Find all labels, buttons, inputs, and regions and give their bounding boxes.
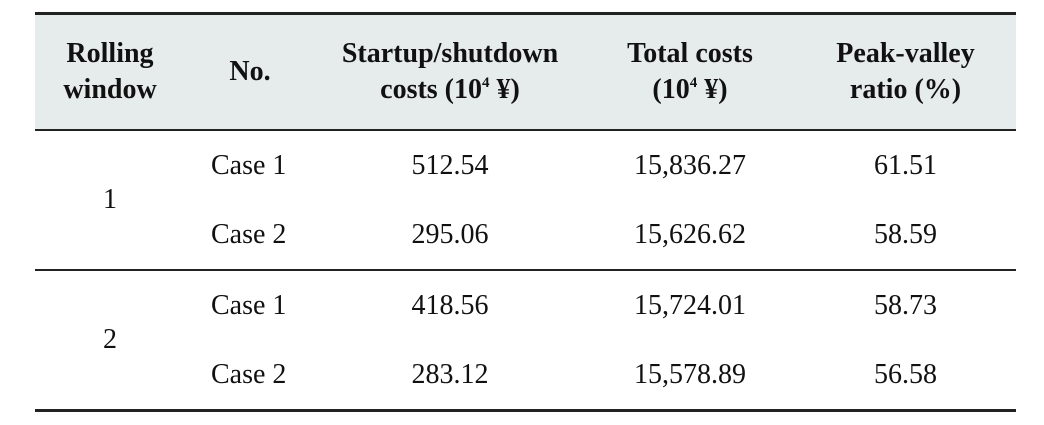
table-row: 2 Case 1 418.56 15,724.01 58.73 [35, 270, 1016, 412]
header-no: No. [229, 56, 271, 87]
table-row: Case 2 295.06 15,626.62 58.59 [35, 200, 1016, 270]
results-table-container: Rolling window No. Startup/shutdown cost… [35, 12, 1016, 412]
case-cell: Case 1 [211, 289, 287, 321]
header-total-costs: Total costs (104 ¥) [627, 38, 753, 105]
header-row: Rolling window No. Startup/shutdown cost… [35, 13, 1016, 130]
startup-cost-cell: 283.12 [411, 358, 489, 390]
rolling-window-cell: 2 [35, 270, 185, 412]
total-cost-cell: 15,626.62 [634, 218, 746, 250]
header-rolling-window: Rolling window [63, 38, 157, 105]
peak-valley-cell: 58.59 [874, 218, 937, 250]
case-cell: Case 2 [211, 218, 287, 250]
case-cell: Case 1 [211, 149, 287, 181]
startup-cost-cell: 512.54 [411, 149, 489, 181]
startup-cost-cell: 295.06 [411, 218, 489, 250]
peak-valley-cell: 56.58 [874, 358, 937, 390]
total-cost-cell: 15,836.27 [634, 149, 746, 181]
startup-cost-cell: 418.56 [411, 289, 489, 321]
rolling-window-cell: 1 [103, 184, 117, 215]
header-peak-valley-ratio: Peak-valley ratio (%) [836, 38, 975, 105]
total-cost-cell: 15,578.89 [634, 358, 746, 390]
case-cell: Case 2 [211, 358, 287, 390]
results-table: Rolling window No. Startup/shutdown cost… [35, 12, 1016, 412]
peak-valley-cell: 61.51 [874, 149, 937, 181]
header-startup-costs: Startup/shutdown costs (104 ¥) [341, 38, 559, 105]
table-row: Case 2 283.12 15,578.89 56.58 [35, 340, 1016, 411]
peak-valley-cell: 58.73 [874, 289, 937, 321]
total-cost-cell: 15,724.01 [634, 289, 746, 321]
table-row: 1 Case 1 512.54 15,836.27 61.51 [35, 130, 1016, 216]
